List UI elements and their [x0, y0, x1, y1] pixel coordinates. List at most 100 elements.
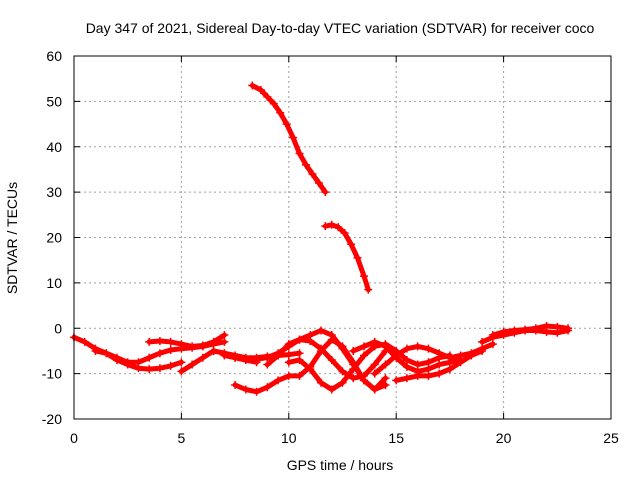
- series-arc-o: [248, 81, 330, 197]
- data-point: [263, 383, 272, 392]
- data-point: [284, 358, 293, 367]
- data-point: [308, 169, 317, 178]
- data-point: [263, 353, 272, 362]
- x-axis-label: GPS time / hours: [287, 457, 394, 473]
- data-point: [155, 364, 164, 373]
- data-point: [188, 360, 197, 369]
- data-point: [188, 342, 197, 351]
- data-point: [209, 337, 218, 346]
- data-point: [295, 335, 304, 344]
- y-tick-label: -10: [42, 366, 62, 382]
- data-point: [231, 353, 240, 362]
- y-tick-label: 40: [46, 139, 62, 155]
- data-point: [284, 371, 293, 380]
- data-point: [274, 351, 283, 360]
- data-point: [102, 349, 111, 358]
- data-point: [327, 356, 336, 365]
- data-point: [478, 337, 487, 346]
- data-point: [456, 358, 465, 367]
- data-point: [252, 355, 261, 364]
- data-point: [435, 360, 444, 369]
- data-point: [402, 374, 411, 383]
- data-point: [370, 360, 379, 369]
- data-point: [381, 360, 390, 369]
- data-point: [424, 365, 433, 374]
- data-point: [317, 344, 326, 353]
- data-point: [435, 349, 444, 358]
- data-point: [499, 327, 508, 336]
- y-tick-label: -20: [42, 411, 62, 427]
- data-point: [220, 337, 229, 346]
- data-point: [553, 322, 562, 331]
- data-point: [564, 324, 573, 333]
- data-point: [295, 149, 304, 158]
- y-tick-label: 60: [46, 48, 62, 64]
- data-point: [284, 350, 293, 359]
- data-point: [314, 179, 323, 188]
- series-arc-n: [488, 321, 573, 340]
- data-point: [347, 240, 356, 249]
- x-tick-label: 20: [496, 430, 512, 446]
- data-point: [198, 341, 207, 350]
- data-point: [413, 371, 422, 380]
- data-point: [220, 331, 229, 340]
- data-point: [424, 371, 433, 380]
- data-point: [321, 222, 330, 231]
- data-point: [392, 351, 401, 360]
- data-point: [134, 358, 143, 367]
- data-point: [381, 374, 390, 383]
- data-point: [145, 365, 154, 374]
- data-point: [274, 376, 283, 385]
- data-point: [531, 324, 540, 333]
- y-tick-label: 10: [46, 275, 62, 291]
- x-tick-label: 10: [281, 430, 297, 446]
- data-point: [359, 351, 368, 360]
- data-point: [370, 337, 379, 346]
- data-point: [349, 346, 358, 355]
- data-point: [166, 337, 175, 346]
- data-point: [166, 346, 175, 355]
- x-tick-label: 15: [388, 430, 404, 446]
- data-point: [435, 369, 444, 378]
- data-point: [413, 360, 422, 369]
- data-point: [177, 340, 186, 349]
- data-point: [241, 385, 250, 394]
- data-point: [478, 346, 487, 355]
- data-point: [370, 385, 379, 394]
- data-point: [402, 344, 411, 353]
- data-point: [145, 353, 154, 362]
- data-point: [317, 326, 326, 335]
- y-axis-label: SDTVAR / TECUs: [4, 182, 20, 294]
- data-point: [321, 188, 330, 197]
- series-arc-l: [392, 346, 487, 385]
- series-line: [264, 337, 388, 381]
- y-tick-label: 20: [46, 230, 62, 246]
- data-point: [338, 342, 347, 351]
- data-point: [456, 351, 465, 360]
- data-point: [370, 369, 379, 378]
- data-point: [80, 337, 89, 346]
- data-point: [145, 337, 154, 346]
- data-point: [381, 380, 390, 389]
- data-point: [263, 92, 272, 101]
- data-point: [295, 371, 304, 380]
- series-line: [322, 222, 371, 293]
- data-point: [123, 358, 132, 367]
- data-point: [338, 378, 347, 387]
- data-point: [220, 351, 229, 360]
- data-point: [334, 223, 343, 232]
- series-line: [286, 341, 453, 392]
- data-point: [510, 326, 519, 335]
- data-point: [91, 346, 100, 355]
- data-point: [327, 220, 336, 229]
- data-point: [269, 99, 278, 108]
- data-point: [284, 340, 293, 349]
- data-point: [177, 367, 186, 376]
- data-point: [112, 353, 121, 362]
- data-point: [155, 349, 164, 358]
- data-point: [413, 342, 422, 351]
- data-point: [241, 356, 250, 365]
- data-point: [353, 253, 362, 262]
- series-arc-c: [145, 331, 229, 351]
